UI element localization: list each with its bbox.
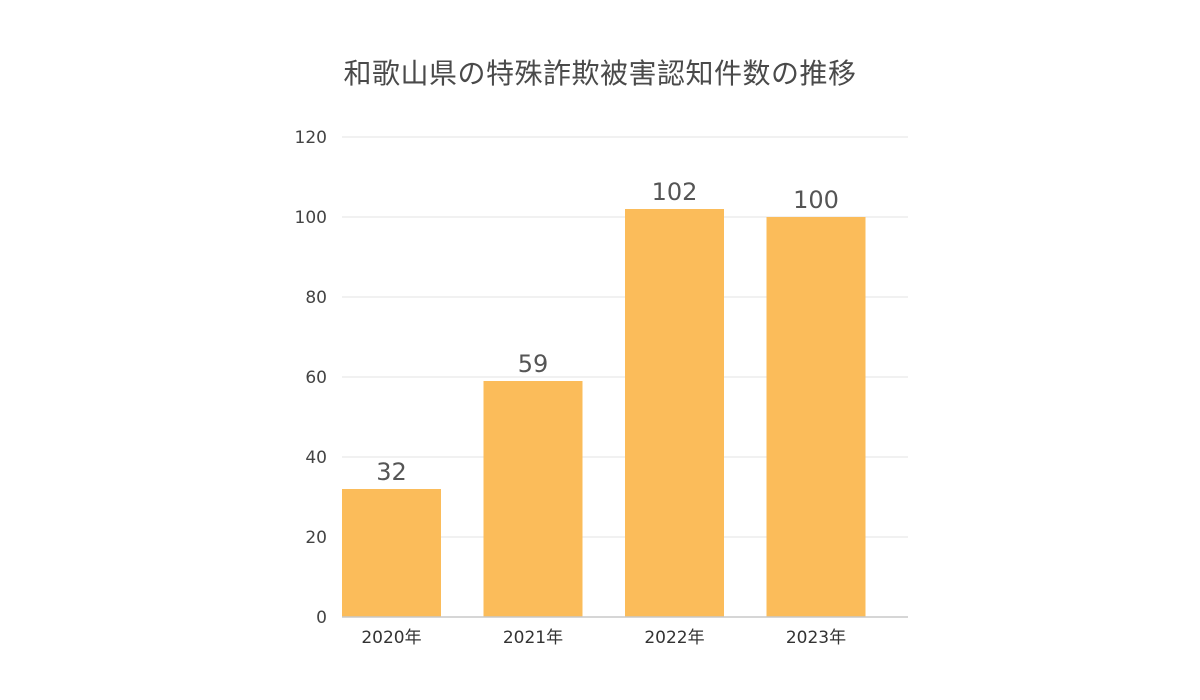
- y-tick-label: 20: [305, 528, 327, 548]
- x-tick-label: 2023年: [786, 628, 846, 648]
- bar: [625, 209, 724, 617]
- y-tick-label: 100: [295, 208, 327, 228]
- data-label: 100: [793, 186, 839, 214]
- bar: [342, 489, 441, 617]
- bar: [483, 381, 583, 617]
- y-tick-label: 0: [316, 608, 327, 628]
- y-tick-label: 40: [305, 448, 327, 468]
- y-tick-label: 60: [305, 368, 327, 388]
- bar: [766, 217, 866, 617]
- y-tick-label: 80: [305, 288, 327, 308]
- x-tick-label: 2022年: [644, 628, 704, 648]
- data-label: 59: [518, 350, 549, 378]
- x-tick-label: 2021年: [503, 628, 563, 648]
- x-tick-label: 2020年: [361, 628, 421, 648]
- data-label: 102: [652, 178, 698, 206]
- chart-title: 和歌山県の特殊詐欺被害認知件数の推移: [343, 57, 857, 90]
- data-label: 32: [376, 458, 407, 486]
- y-tick-label: 120: [295, 128, 327, 148]
